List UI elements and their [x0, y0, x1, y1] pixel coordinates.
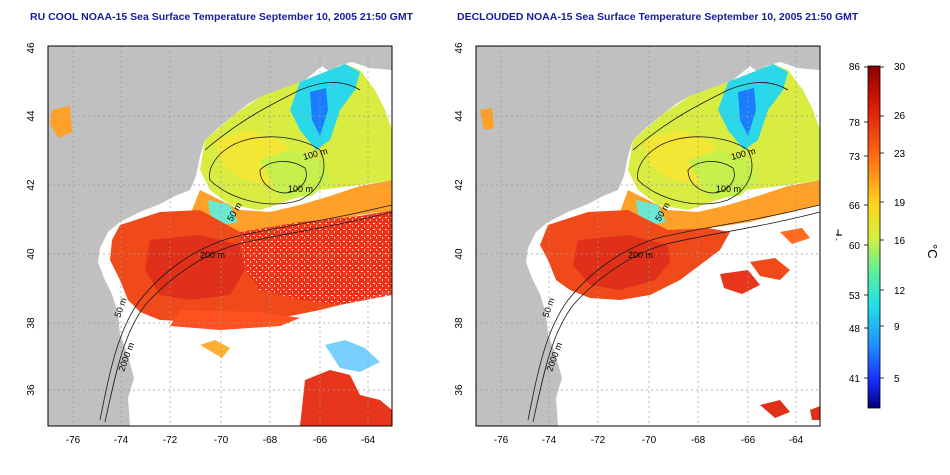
lat-tick: 44: [454, 110, 465, 122]
contour-label-100m-b: 100 m: [716, 184, 741, 194]
colorbar-tickmarks: [864, 66, 884, 379]
lon-tick: -76: [66, 435, 81, 446]
f-tick: 53: [849, 291, 861, 302]
lon-tick: -74: [542, 435, 557, 446]
right-map-plot: 100 m 100 m 50 m 200 m 50 m 2000 m: [475, 45, 821, 427]
f-tick: 66: [849, 201, 861, 212]
left-lat-axis: 36 38 40 42 44 46: [26, 42, 37, 396]
temperature-colorbar: 86 78 73 66 60 53 48 41 30 26 23 19 16 1…: [836, 62, 940, 409]
right-lat-axis: 36 38 40 42 44 46: [454, 42, 465, 396]
colorbar-f-ticks: 86 78 73 66 60 53 48 41: [849, 62, 861, 385]
lat-tick: 36: [454, 384, 465, 396]
lon-tick: -64: [789, 435, 804, 446]
c-tick: 19: [894, 198, 906, 209]
lat-tick: 38: [26, 317, 37, 329]
c-tick: 9: [894, 322, 900, 333]
contour-label-200m: 200 m: [200, 250, 225, 260]
f-tick: 86: [849, 62, 861, 73]
contour-label-200m: 200 m: [628, 250, 653, 260]
c-tick: 12: [894, 286, 906, 297]
colorbar-gradient: [867, 65, 881, 409]
f-tick: 78: [849, 118, 861, 129]
right-lon-axis: -76 -74 -72 -70 -68 -66 -64: [494, 435, 804, 446]
lon-tick: -68: [263, 435, 278, 446]
c-tick: 5: [894, 374, 900, 385]
right-map-title: DECLOUDED NOAA-15 Sea Surface Temperatur…: [457, 11, 859, 23]
c-tick: 26: [894, 111, 906, 122]
lon-tick: -68: [691, 435, 706, 446]
f-tick: 41: [849, 374, 861, 385]
lat-tick: 42: [454, 179, 465, 191]
lon-tick: -72: [163, 435, 178, 446]
left-lon-axis: -76 -74 -72 -70 -68 -66 -64: [66, 435, 376, 446]
lat-tick: 40: [454, 248, 465, 260]
lat-tick: 44: [26, 110, 37, 122]
left-map-plot: 100 m 100 m 50 m 200 m 50 m 2000 m: [47, 45, 393, 427]
land-mass: [48, 46, 392, 426]
f-tick: 48: [849, 324, 861, 335]
lon-tick: -76: [494, 435, 509, 446]
lon-tick: -70: [214, 435, 229, 446]
left-map-title: RU COOL NOAA-15 Sea Surface Temperature …: [30, 11, 414, 23]
f-tick: 73: [849, 152, 861, 163]
colorbar-c-ticks: 30 26 23 19 16 12 9 5: [894, 62, 906, 385]
colorbar-unit-fahrenheit: °F: [836, 229, 845, 242]
lat-tick: 40: [26, 248, 37, 260]
lon-tick: -74: [114, 435, 129, 446]
lon-tick: -70: [642, 435, 657, 446]
lat-tick: 46: [26, 42, 37, 54]
c-tick: 16: [894, 236, 906, 247]
left-map: 100 m 100 m 50 m 200 m 50 m 2000 m -76 -…: [26, 42, 393, 446]
lat-tick: 38: [454, 317, 465, 329]
lat-tick: 46: [454, 42, 465, 54]
lat-tick: 42: [26, 179, 37, 191]
c-tick: 23: [894, 149, 906, 160]
right-map: 100 m 100 m 50 m 200 m 50 m 2000 m -76 -…: [454, 42, 821, 446]
lat-tick: 36: [26, 384, 37, 396]
land-mass: [476, 46, 820, 426]
lon-tick: -66: [313, 435, 328, 446]
f-tick: 60: [849, 241, 861, 252]
lon-tick: -66: [741, 435, 756, 446]
c-tick: 30: [894, 62, 906, 73]
colorbar-unit-celsius: °C: [925, 244, 940, 259]
contour-label-100m-b: 100 m: [288, 184, 313, 194]
lon-tick: -64: [361, 435, 376, 446]
lon-tick: -72: [591, 435, 606, 446]
